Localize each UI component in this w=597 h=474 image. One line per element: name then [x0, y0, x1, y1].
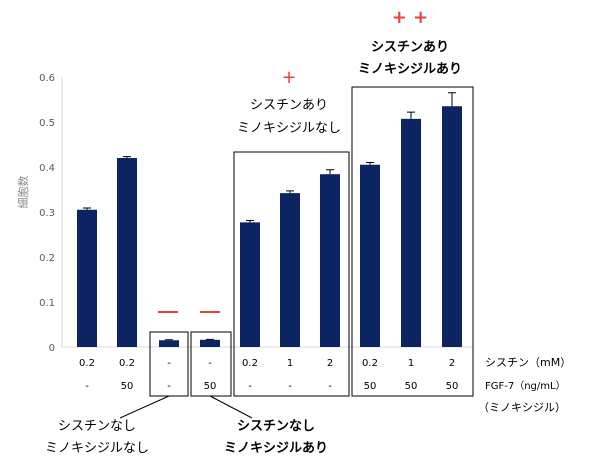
error-bar: [83, 207, 91, 210]
cystine-label: 0.2: [362, 358, 378, 369]
cystine-label: 1: [408, 358, 414, 369]
error-bar: [407, 111, 415, 119]
group-c-line2: ミノキシジルなし: [237, 121, 341, 136]
error-bar: [326, 169, 334, 175]
bar: [442, 106, 462, 347]
bar: [280, 193, 300, 347]
fgf-label: 50: [204, 381, 217, 392]
cystine-label: 2: [327, 358, 333, 369]
group-c-line1: シスチンあり: [250, 98, 328, 113]
bar: [360, 164, 380, 347]
bar: [240, 222, 260, 347]
leader-line-a: [119, 395, 170, 419]
y-tick-label: 0.6: [39, 73, 55, 84]
y-tick-label: 0.2: [39, 253, 55, 264]
group-b-line2: ミノキシジルあり: [224, 441, 328, 456]
cystine-label: 1: [287, 358, 293, 369]
y-tick-label: 0.4: [39, 163, 55, 174]
fgf-label: 50: [446, 381, 459, 392]
fgf-label: 50: [364, 381, 377, 392]
cystine-label: -: [167, 358, 171, 369]
group-a-line2: ミノキシジルなし: [45, 441, 149, 456]
fgf-label: -: [85, 381, 89, 392]
category-labels: 0.2 - 0.2 50 - - - 50 0.2 - 1 - 2 - 0.2 50 1 50 2 50: [79, 358, 458, 392]
bar: [159, 340, 179, 347]
plus-mark-c: +: [281, 67, 296, 88]
fgf-label: -: [328, 381, 332, 392]
bar: [320, 174, 340, 347]
minus-mark-b: [200, 311, 220, 313]
row-label-fgf-sub: （ミノキシジル）: [478, 401, 566, 414]
group-d-line2: ミノキシジルあり: [358, 62, 462, 77]
error-bars: [83, 92, 456, 341]
bars: [77, 106, 462, 347]
error-bar: [286, 190, 294, 194]
cystine-label: 0.2: [119, 358, 135, 369]
error-bar: [366, 162, 374, 165]
leader-line-b: [209, 395, 253, 419]
y-tick-label: 0.3: [39, 208, 55, 219]
y-tick-label: 0.1: [39, 298, 55, 309]
group-box-d: [351, 86, 474, 397]
cystine-label: 2: [449, 358, 455, 369]
bar: [401, 118, 421, 347]
plusplus-mark-d: + +: [392, 7, 428, 28]
fgf-label: -: [248, 381, 252, 392]
fgf-label: -: [167, 381, 171, 392]
error-bar: [123, 156, 131, 158]
fgf-label: 50: [121, 381, 134, 392]
group-a-line1: シスチンなし: [58, 419, 136, 434]
y-axis-label: 細胞数: [17, 176, 30, 209]
cystine-label: 0.2: [242, 358, 258, 369]
group-box-c: [233, 151, 350, 397]
error-bar: [246, 220, 254, 223]
y-tick-label: 0.5: [39, 118, 55, 129]
fgf-label: 50: [405, 381, 418, 392]
cystine-label: -: [208, 358, 212, 369]
bar: [200, 339, 220, 347]
fgf-label: -: [288, 381, 292, 392]
minus-mark-a: [158, 311, 178, 313]
group-d-line1: シスチンあり: [371, 40, 449, 55]
error-bar: [448, 92, 456, 107]
cystine-label: 0.2: [79, 358, 95, 369]
y-tick-labels: 0 0.1 0.2 0.3 0.4 0.5 0.6: [39, 73, 55, 354]
row-label-cystine: シスチン（mM）: [485, 356, 571, 369]
bar: [77, 209, 97, 347]
bar: [117, 158, 137, 347]
y-tick-label: 0: [49, 343, 55, 354]
group-b-line1: シスチンなし: [237, 419, 315, 434]
row-label-fgf: FGF-7（ng/mL）: [485, 380, 566, 392]
